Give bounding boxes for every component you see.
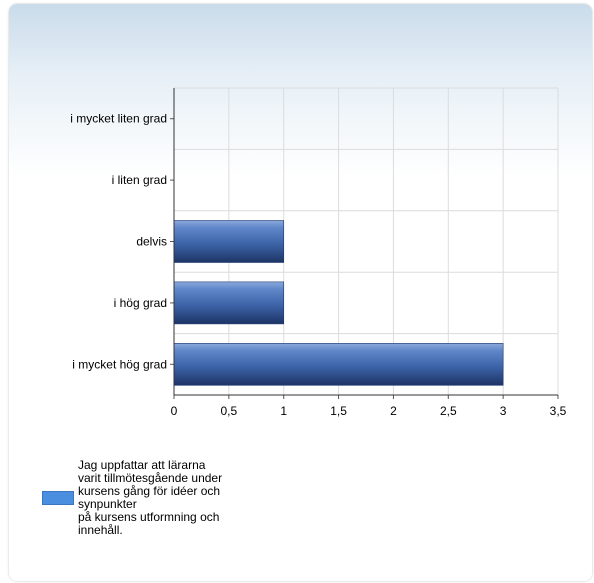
legend-label: Jag uppfattar att lärarna varit tillmöte… xyxy=(78,458,223,537)
bars xyxy=(173,220,504,386)
legend-swatch xyxy=(42,491,74,505)
bar xyxy=(173,281,285,325)
x-tick-label: 3 xyxy=(500,404,507,418)
legend: Jag uppfattar att lärarna varit tillmöte… xyxy=(42,459,268,537)
category-label: i mycket liten grad xyxy=(70,112,167,126)
category-label: i hög grad xyxy=(114,296,167,310)
x-tick-label: 1,5 xyxy=(330,404,347,418)
labels: 0 0,5 1 1,5 2 2,5 3 3,5 i mycket liten grad i lit… xyxy=(70,112,566,418)
x-tick-label: 0,5 xyxy=(221,404,238,418)
axes xyxy=(170,88,559,399)
category-label: i mycket hög grad xyxy=(72,357,167,371)
x-tick-label: 2,5 xyxy=(440,404,457,418)
x-tick-label: 2 xyxy=(390,404,397,418)
chart-panel xyxy=(9,4,592,581)
category-label: delvis xyxy=(136,235,167,249)
bar xyxy=(173,220,285,263)
x-tick-label: 1 xyxy=(280,404,287,418)
category-label: i liten grad xyxy=(112,173,167,187)
bar xyxy=(173,342,504,386)
x-tick-label: 0 xyxy=(171,404,178,418)
x-tick-label: 3,5 xyxy=(550,404,567,418)
